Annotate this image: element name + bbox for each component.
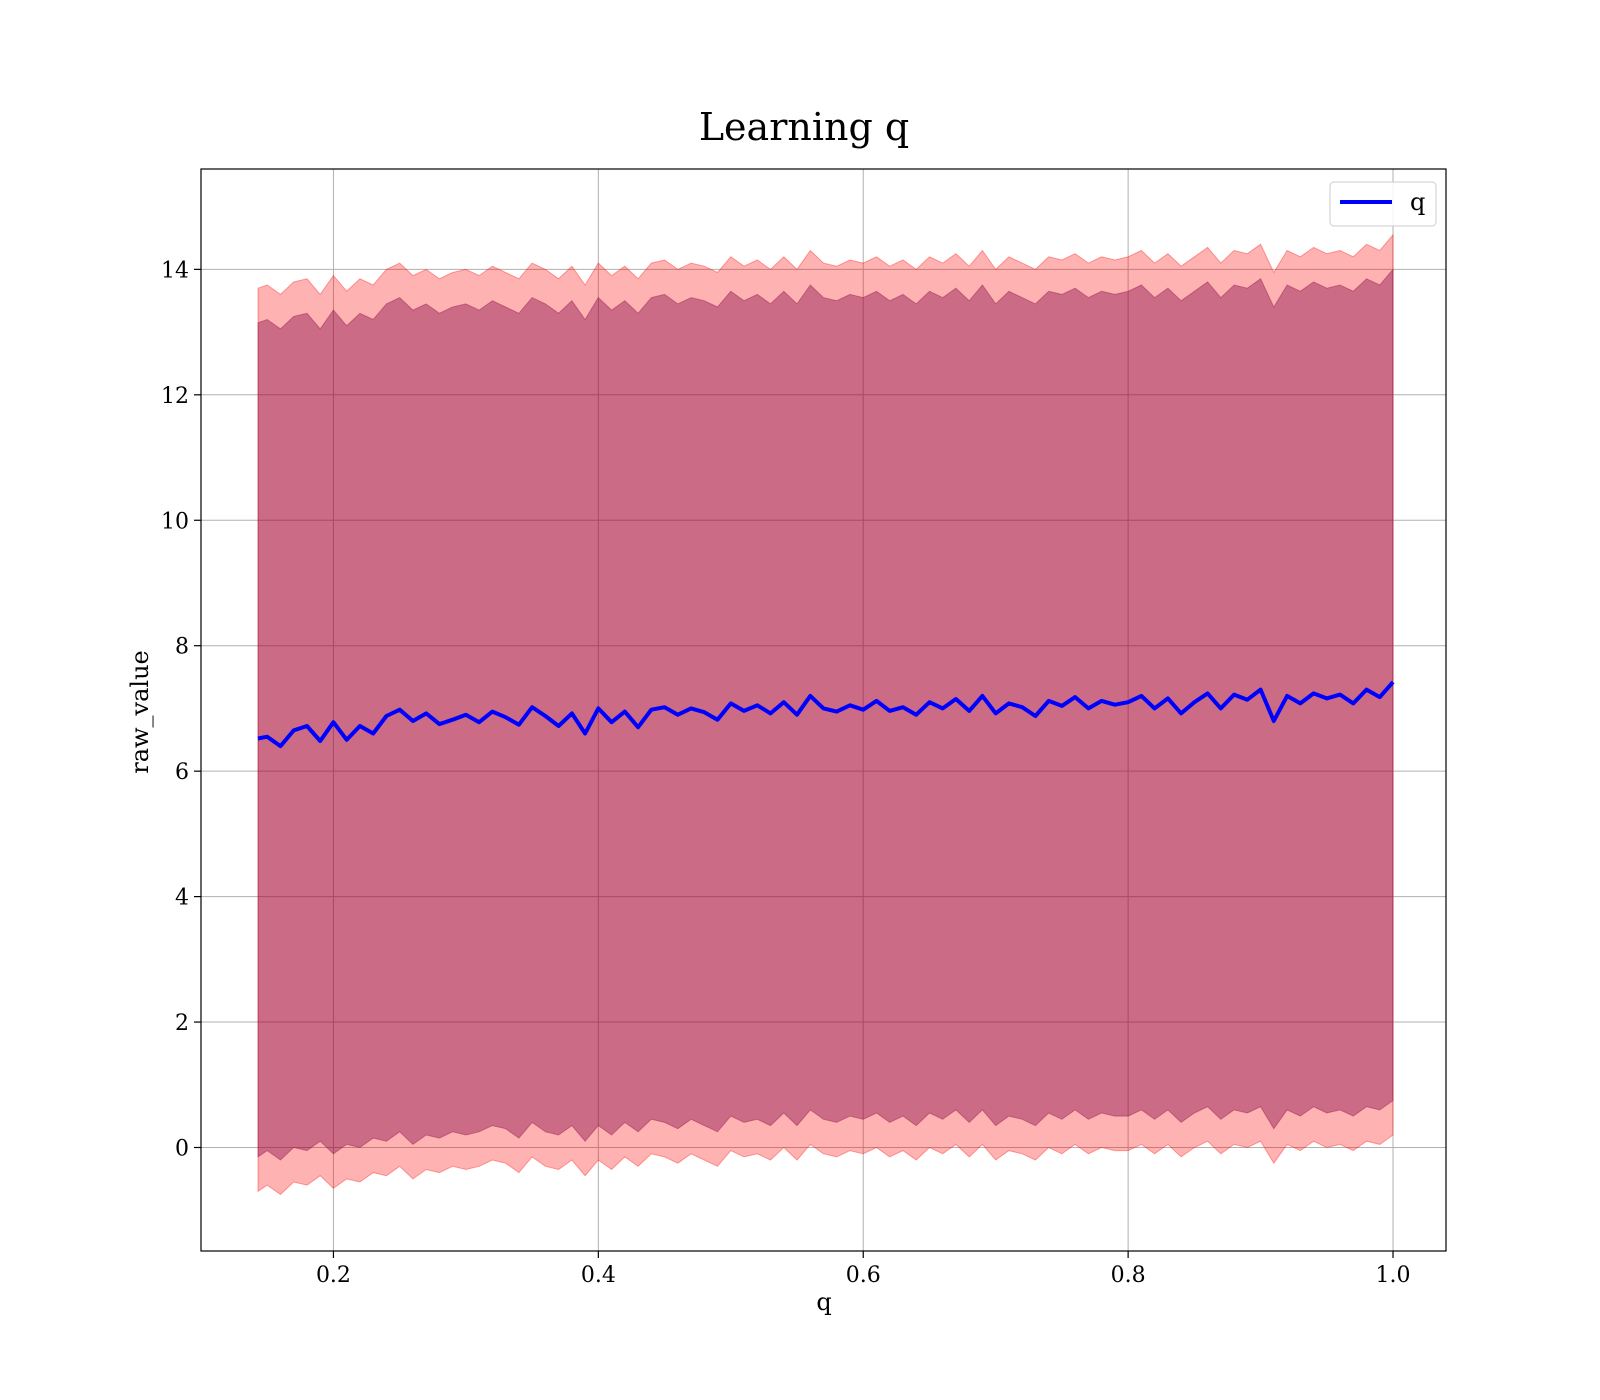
legend: q — [1329, 181, 1437, 227]
series-line-q — [257, 680, 1395, 749]
chart-title: Learning q — [699, 105, 909, 149]
y-tick-label: 12 — [161, 384, 189, 409]
legend-label-q: q — [1410, 188, 1425, 216]
y-axis-label: raw_value — [126, 650, 154, 774]
x-tick-label: 0.4 — [581, 1263, 616, 1288]
plot-frame — [200, 168, 1447, 1252]
y-axis-ticks: 0 2 4 6 8 10 12 14 — [161, 258, 201, 1162]
x-axis-ticks: 0.2 0.4 0.6 0.8 1.0 — [316, 1251, 1411, 1288]
y-tick-label: 10 — [161, 509, 189, 534]
y-tick-label: 0 — [175, 1137, 189, 1162]
confidence-band-1 — [257, 268, 1394, 1161]
y-tick-label: 6 — [175, 760, 189, 785]
confidence-band-0 — [257, 233, 1394, 1196]
confidence-bands — [257, 233, 1394, 1196]
x-tick-label: 0.6 — [846, 1263, 881, 1288]
x-tick-label: 0.8 — [1111, 1263, 1146, 1288]
x-axis-label: q — [816, 1288, 831, 1316]
x-tick-label: 0.2 — [316, 1263, 351, 1288]
y-tick-label: 4 — [175, 886, 189, 911]
y-tick-label: 8 — [175, 635, 189, 660]
x-tick-label: 1.0 — [1376, 1263, 1411, 1288]
y-tick-label: 2 — [175, 1011, 189, 1036]
y-tick-label: 14 — [161, 258, 189, 283]
